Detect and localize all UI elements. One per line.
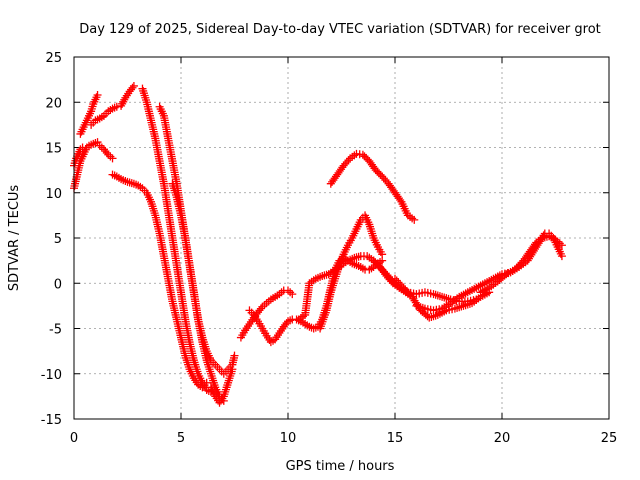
data-point xyxy=(260,300,269,309)
y-tick-label: 25 xyxy=(45,51,62,66)
data-point xyxy=(102,148,111,157)
data-point xyxy=(379,267,388,276)
data-point xyxy=(119,97,128,106)
x-axis: 0 5 10 15 20 25 xyxy=(70,57,617,446)
y-tick-label: 15 xyxy=(45,142,62,157)
data-point xyxy=(230,351,239,360)
data-point xyxy=(394,278,403,287)
series-arc-8 xyxy=(168,179,239,378)
data-point xyxy=(89,139,98,148)
data-point xyxy=(344,156,353,165)
data-point xyxy=(453,303,462,312)
data-point xyxy=(228,365,237,374)
x-tick-label: 0 xyxy=(70,431,78,446)
x-tick-label: 25 xyxy=(601,431,618,446)
data-point xyxy=(410,215,419,224)
data-point xyxy=(396,280,405,289)
data-point xyxy=(256,304,265,313)
data-point xyxy=(399,283,408,292)
data-point xyxy=(106,152,115,161)
data-point xyxy=(262,299,271,308)
x-tick-label: 15 xyxy=(387,431,404,446)
series-arc-14 xyxy=(326,149,419,224)
series-arc-6 xyxy=(138,84,215,396)
data-point xyxy=(378,250,387,259)
data-point xyxy=(514,262,523,271)
data-point xyxy=(401,285,410,294)
data-point xyxy=(457,302,466,311)
data-point xyxy=(381,269,390,278)
y-tick-label: 10 xyxy=(45,187,62,202)
data-point xyxy=(108,154,117,163)
data-point xyxy=(392,276,401,285)
data-point xyxy=(288,290,297,299)
data-point xyxy=(510,265,519,274)
series-arc-4 xyxy=(87,81,138,129)
y-tick-label: -5 xyxy=(49,323,62,338)
plot-frame xyxy=(73,56,610,420)
data-point xyxy=(78,143,87,152)
y-tick-label: 5 xyxy=(54,232,62,247)
data-point xyxy=(93,91,102,100)
y-axis-label: SDTVAR / TECUs xyxy=(7,185,22,292)
data-point xyxy=(374,262,383,271)
data-point xyxy=(286,288,295,297)
data-point xyxy=(402,287,411,296)
data-point xyxy=(461,301,470,310)
data-point xyxy=(97,143,106,152)
x-axis-label: GPS time / hours xyxy=(286,459,395,474)
y-tick-label: 0 xyxy=(54,277,62,292)
data-point xyxy=(391,274,399,283)
data-point xyxy=(129,81,138,90)
data-point xyxy=(378,265,387,274)
data-point xyxy=(431,290,440,299)
x-tick-label: 20 xyxy=(494,431,511,446)
data-point xyxy=(128,83,137,92)
series-arc-9 xyxy=(206,365,237,407)
data-point xyxy=(557,241,566,250)
data-point xyxy=(435,292,444,301)
series-arc-18 xyxy=(476,232,566,297)
data-point xyxy=(438,292,447,301)
series-arc-17 xyxy=(412,229,566,315)
data-point xyxy=(512,263,521,272)
data-point xyxy=(397,281,406,290)
data-point xyxy=(376,263,385,272)
data-point xyxy=(557,252,566,261)
chart-title: Day 129 of 2025, Sidereal Day-to-day VTE… xyxy=(79,22,601,37)
data-point xyxy=(385,272,394,281)
data-point xyxy=(383,271,392,280)
data-point xyxy=(112,102,121,111)
y-axis: 25 20 15 10 5 0 -5 -10 -15 xyxy=(41,51,609,428)
x-tick-label: 10 xyxy=(280,431,297,446)
series-arc-3 xyxy=(76,91,102,138)
series-arc-13 xyxy=(316,211,387,333)
data-point xyxy=(433,291,442,300)
data-point xyxy=(284,286,292,295)
data-point xyxy=(371,258,380,267)
data-point xyxy=(515,260,524,269)
series-layer xyxy=(70,81,566,407)
data-point xyxy=(369,256,378,265)
data-point xyxy=(440,293,449,302)
data-point xyxy=(459,301,468,310)
data-point xyxy=(373,260,382,269)
y-tick-label: -10 xyxy=(41,368,62,383)
y-tick-label: -15 xyxy=(41,413,62,428)
y-tick-label: 20 xyxy=(45,96,62,111)
grid-lines xyxy=(74,57,609,419)
x-tick-label: 5 xyxy=(177,431,185,446)
data-point xyxy=(530,240,539,249)
data-point xyxy=(404,289,413,298)
data-point xyxy=(396,195,405,204)
